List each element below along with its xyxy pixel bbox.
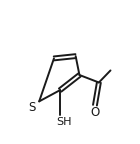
Text: SH: SH (56, 117, 72, 127)
Text: S: S (28, 101, 35, 114)
Text: O: O (90, 106, 100, 119)
